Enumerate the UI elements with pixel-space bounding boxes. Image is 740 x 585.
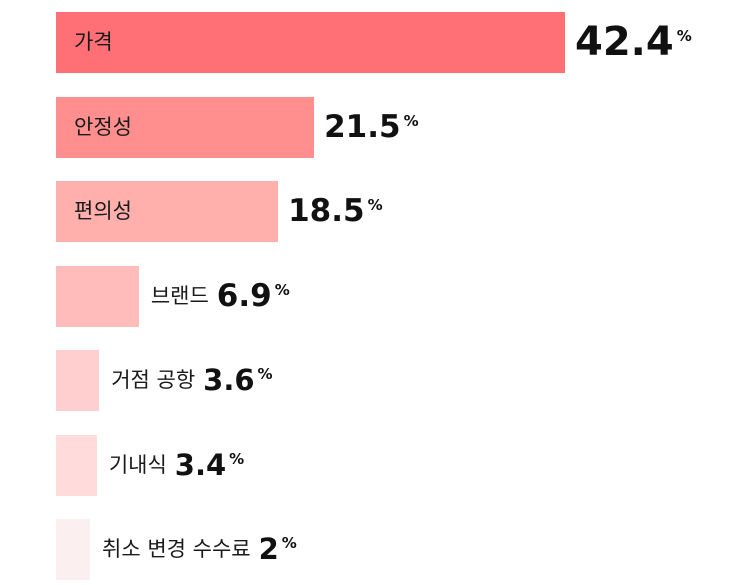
value-label: 18.5%: [288, 181, 383, 242]
category-label: 기내식: [108, 452, 167, 477]
value-number: 3.4: [174, 447, 227, 482]
value-label: 3.6%: [203, 350, 272, 411]
value-unit: %: [257, 365, 273, 383]
value-unit: %: [274, 280, 290, 299]
value-label: 2%: [259, 519, 297, 580]
value-unit: %: [367, 196, 383, 214]
category-label: 거점 공항: [111, 368, 196, 392]
bar: [56, 12, 565, 73]
category-label: 취소 변경 수수료: [102, 537, 251, 561]
category-label: 안정성: [74, 114, 132, 139]
value-number: 21.5: [324, 108, 401, 145]
value-number: 18.5: [288, 193, 365, 229]
category-label: 가격: [74, 30, 113, 54]
value-number: 3.6: [203, 363, 255, 397]
value-number: 42.4: [575, 19, 674, 65]
bar: [56, 519, 90, 580]
value-label: 42.4%: [575, 12, 692, 73]
category-label: 브랜드: [150, 283, 209, 308]
value-unit: %: [403, 111, 419, 130]
value-number: 6.9: [216, 277, 272, 314]
bar: [56, 434, 97, 496]
bar: [56, 96, 315, 158]
value-label: 6.9%: [217, 266, 290, 327]
category-label: 편의성: [74, 199, 132, 223]
bar: [56, 265, 139, 327]
bar: [56, 350, 100, 411]
value-unit: %: [676, 27, 692, 45]
value-number: 2: [258, 532, 279, 566]
bar: [56, 181, 279, 242]
value-label: 3.4%: [175, 435, 244, 496]
value-label: 21.5%: [324, 97, 419, 158]
value-unit: %: [229, 449, 245, 468]
value-unit: %: [281, 534, 297, 552]
